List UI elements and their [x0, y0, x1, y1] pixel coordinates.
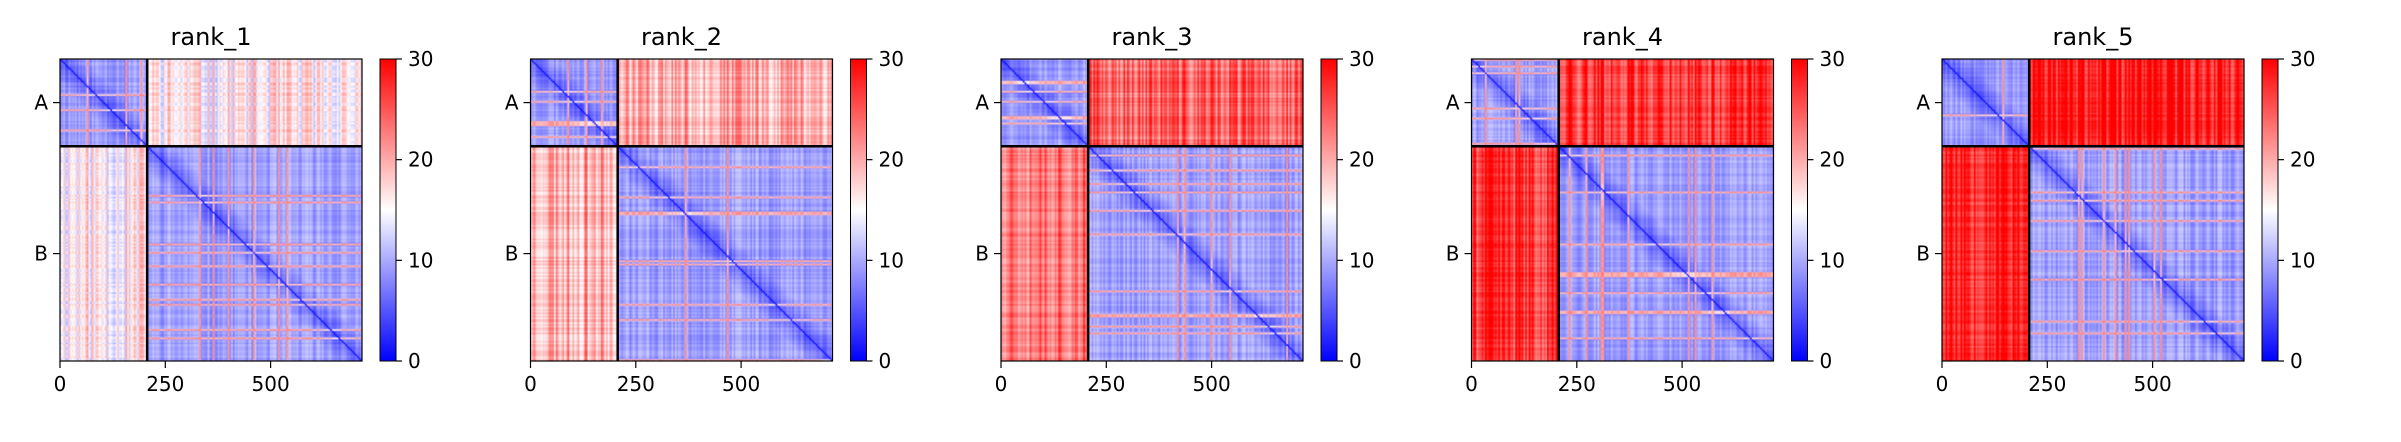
- x-tick-label: 250: [146, 372, 184, 396]
- x-tick-label: 0: [995, 372, 1008, 396]
- chain-label-A: A: [1446, 91, 1460, 115]
- x-tick-label: 250: [1087, 372, 1125, 396]
- colorbar-tick-label: 10: [2290, 248, 2315, 272]
- colorbar-tick-label: 0: [1820, 349, 1833, 373]
- chain-label-B: B: [1916, 242, 1930, 266]
- colorbar-tick-label: 0: [1349, 349, 1362, 373]
- heatmap-matrix: [1001, 59, 1303, 361]
- panel-title: rank_2: [641, 23, 722, 51]
- colorbar-tick-label: 0: [2290, 349, 2303, 373]
- colorbar-tick-label: 20: [1820, 148, 1845, 172]
- colorbar-tick-label: 10: [879, 248, 904, 272]
- colorbar-tick-label: 10: [1820, 248, 1845, 272]
- colorbar-tick-label: 20: [879, 148, 904, 172]
- chain-label-A: A: [1916, 91, 1930, 115]
- heatmap-matrix: [60, 59, 362, 361]
- panel-rank_3: rank_3 0 250 500 A B 0 10 20 30: [975, 23, 1374, 396]
- x-tick-label: 0: [54, 372, 67, 396]
- axes-frame: [1470, 58, 1775, 362]
- x-tick-label: 250: [2028, 372, 2066, 396]
- axes-frame: [1941, 58, 2245, 362]
- x-tick-label: 500: [722, 372, 760, 396]
- x-tick-label: 500: [252, 372, 290, 396]
- panel-rank_1: rank_1 0 250 500 A B 0 10 20 30: [34, 23, 433, 396]
- chain-label-A: A: [34, 91, 48, 115]
- axes-frame: [1000, 58, 1304, 362]
- colorbar: [850, 58, 867, 362]
- colorbar: [1320, 58, 1338, 362]
- colorbar-tick-label: 10: [408, 248, 433, 272]
- panel-rank_2: rank_2 0 250 500 A B 0 10 20 30: [505, 23, 904, 396]
- x-tick-label: 500: [1193, 372, 1231, 396]
- colorbar-tick-label: 30: [1820, 47, 1845, 71]
- x-tick-label: 500: [1663, 372, 1701, 396]
- panel-title: rank_3: [1112, 23, 1193, 51]
- axes-frame: [529, 58, 834, 362]
- colorbar-tick-label: 30: [2290, 47, 2315, 71]
- x-tick-label: 500: [2134, 372, 2172, 396]
- colorbar-tick-label: 20: [1349, 148, 1374, 172]
- x-tick-label: 0: [524, 372, 537, 396]
- heatmap-matrix: [1942, 59, 2244, 361]
- panel-title: rank_5: [2053, 23, 2134, 51]
- chain-label-B: B: [1446, 242, 1460, 266]
- panel-title: rank_4: [1582, 23, 1663, 51]
- colorbar-tick-label: 30: [1349, 47, 1374, 71]
- colorbar-tick-label: 20: [408, 148, 433, 172]
- x-tick-label: 0: [1465, 372, 1478, 396]
- panel-rank_5: rank_5 0 250 500 A B 0 10 20 30: [1916, 23, 2315, 396]
- colorbar: [379, 58, 397, 362]
- panel-rank_4: rank_4 0 250 500 A B 0 10 20 30: [1446, 23, 1845, 396]
- colorbar-tick-label: 10: [1349, 248, 1374, 272]
- axes-frame: [59, 58, 363, 362]
- x-tick-label: 250: [1558, 372, 1596, 396]
- chain-label-A: A: [975, 91, 989, 115]
- chain-label-B: B: [975, 242, 989, 266]
- chain-label-B: B: [34, 242, 48, 266]
- heatmap-matrix: [530, 59, 833, 361]
- colorbar-tick-label: 0: [408, 349, 421, 373]
- x-tick-label: 250: [617, 372, 655, 396]
- chain-label-B: B: [505, 242, 519, 266]
- colorbar: [2261, 58, 2279, 362]
- heatmap-matrix: [1471, 59, 1774, 361]
- colorbar: [1791, 58, 1808, 362]
- x-tick-label: 0: [1936, 372, 1949, 396]
- chain-label-A: A: [505, 91, 519, 115]
- colorbar-tick-label: 20: [2290, 148, 2315, 172]
- colorbar-tick-label: 0: [879, 349, 892, 373]
- panel-title: rank_1: [171, 23, 252, 51]
- colorbar-tick-label: 30: [879, 47, 904, 71]
- colorbar-tick-label: 30: [408, 47, 433, 71]
